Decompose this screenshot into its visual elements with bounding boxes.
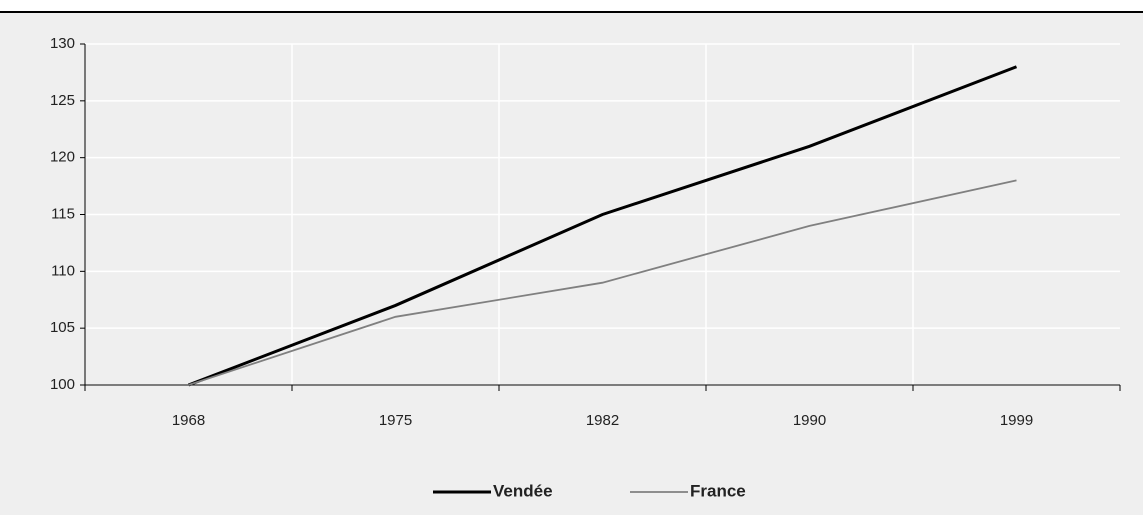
legend-label: Vendée	[493, 481, 553, 500]
y-tick-label: 105	[50, 319, 75, 336]
y-tick-label: 125	[50, 92, 75, 109]
y-tick-label: 130	[50, 35, 75, 52]
series-line	[188, 179, 1017, 386]
y-tick-label: 120	[50, 149, 75, 166]
y-tick-label: 100	[50, 376, 75, 393]
x-tick-label: 1999	[1000, 412, 1033, 429]
x-tick-label: 1990	[793, 412, 826, 429]
series-line	[187, 65, 1018, 387]
chart-background	[0, 13, 1143, 515]
legend-label: France	[690, 481, 746, 500]
y-tick-label: 110	[51, 262, 75, 279]
x-tick-label: 1975	[379, 412, 412, 429]
y-tick-label: 115	[51, 205, 75, 222]
x-tick-label: 1982	[586, 412, 619, 429]
x-tick-label: 1968	[172, 412, 205, 429]
